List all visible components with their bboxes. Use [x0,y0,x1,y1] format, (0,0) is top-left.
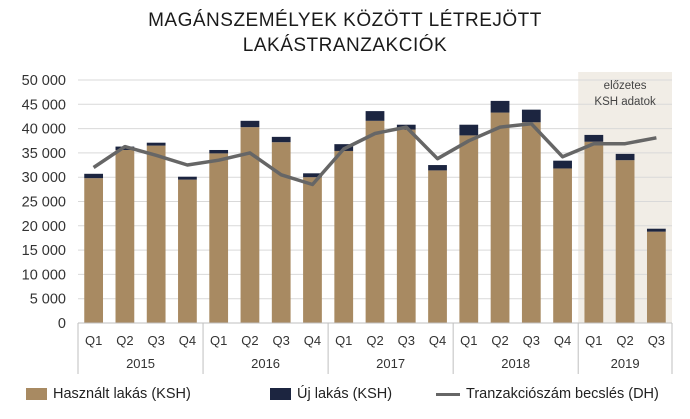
bar-new [303,173,322,178]
x-tick-label-quarter: Q1 [85,333,102,348]
y-tick-label: 10 000 [22,267,66,283]
bar-new [553,160,572,169]
x-tick-label-quarter: Q4 [429,333,446,348]
bar-new [428,165,447,171]
bar-new [271,136,291,143]
x-tick-label-quarter: Q3 [147,333,164,348]
x-tick-label-quarter: Q3 [648,333,665,348]
bar-used [396,129,416,323]
bar-used [365,120,385,323]
bar-used [115,149,135,323]
y-tick-label: 20 000 [22,219,66,235]
chart-title-line-1: MAGÁNSZEMÉLYEK KÖZÖTT LÉTREJÖTT [148,10,542,31]
bar-used [303,177,322,323]
bar-used [459,135,479,323]
preliminary-annotation: előzetes [604,80,647,92]
bar-used [521,122,541,323]
chart-legend: Használt lakás (KSH) Új lakás (KSH) Tran… [26,386,686,406]
y-tick-label: 45 000 [22,97,66,113]
bar-used [615,160,635,323]
bar-new [365,111,385,121]
y-tick-label: 0 [58,316,66,332]
legend-swatch-used [26,388,47,400]
bar-new [490,100,510,113]
y-tick-label: 30 000 [22,170,66,186]
legend-item-used: Használt lakás (KSH) [26,386,191,402]
x-tick-label-quarter: Q4 [304,333,321,348]
bar-used [646,231,666,323]
bar-used [178,179,197,323]
bar-new [646,228,666,232]
bar-used [146,145,166,323]
chart-title: MAGÁNSZEMÉLYEK KÖZÖTT LÉTREJÖTT LAKÁSTRA… [0,8,690,58]
estimate-line [92,121,657,187]
bar-new [521,109,541,123]
bar-used [553,168,572,323]
legend-label-used: Használt lakás (KSH) [53,386,191,402]
x-tick-label-quarter: Q1 [460,333,477,348]
x-tick-label-quarter: Q3 [523,333,540,348]
legend-label-new: Új lakás (KSH) [297,386,393,402]
y-tick-label: 25 000 [22,195,66,211]
legend-item-estimate: Tranzakciószám becslés (DH) [436,386,659,402]
x-tick-label-quarter: Q1 [335,333,352,348]
legend-label-estimate: Tranzakciószám becslés (DH) [466,386,659,402]
y-tick-label: 35 000 [22,146,66,162]
bar-used [240,127,260,323]
bar-new [615,153,635,161]
x-tick-label-quarter: Q4 [179,333,196,348]
x-tick-label-quarter: Q2 [616,333,633,348]
bar-new [240,120,260,128]
bar-new [209,149,229,154]
bar-new [146,142,166,146]
x-tick-label-quarter: Q3 [398,333,415,348]
bar-new [178,176,197,180]
x-tick-label-quarter: Q3 [273,333,290,348]
x-tick-label-year: 2016 [251,356,280,371]
bar-used [209,153,229,323]
bar-used [334,150,354,323]
chart-title-line-2: LAKÁSTRANZAKCIÓK [242,35,448,56]
bar-used [271,142,291,323]
x-tick-label-quarter: Q2 [116,333,133,348]
bar-used [490,112,510,323]
x-tick-label-quarter: Q2 [241,333,258,348]
bar-new [459,124,479,136]
x-tick-label-year: 2018 [501,356,530,371]
x-tick-label-year: 2017 [376,356,405,371]
x-tick-label-quarter: Q4 [554,333,571,348]
x-tick-label-quarter: Q1 [210,333,227,348]
x-tick-label-quarter: Q1 [585,333,602,348]
bar-used [428,170,447,323]
bar-new [84,173,104,179]
bar-new [584,134,604,142]
legend-swatch-estimate [436,392,460,396]
y-tick-label: 40 000 [22,122,66,138]
legend-item-new: Új lakás (KSH) [270,386,392,402]
x-tick-label-quarter: Q2 [491,333,508,348]
preliminary-annotation: KSH adatok [594,96,656,108]
y-tick-label: 5 000 [30,292,66,308]
bar-used [584,141,604,323]
x-tick-label-quarter: Q2 [366,333,383,348]
x-tick-label-year: 2019 [611,356,640,371]
y-tick-label: 50 000 [22,73,66,89]
legend-swatch-new [270,388,291,400]
bar-used [84,178,104,323]
x-tick-label-year: 2015 [126,356,155,371]
y-tick-label: 15 000 [22,243,66,259]
